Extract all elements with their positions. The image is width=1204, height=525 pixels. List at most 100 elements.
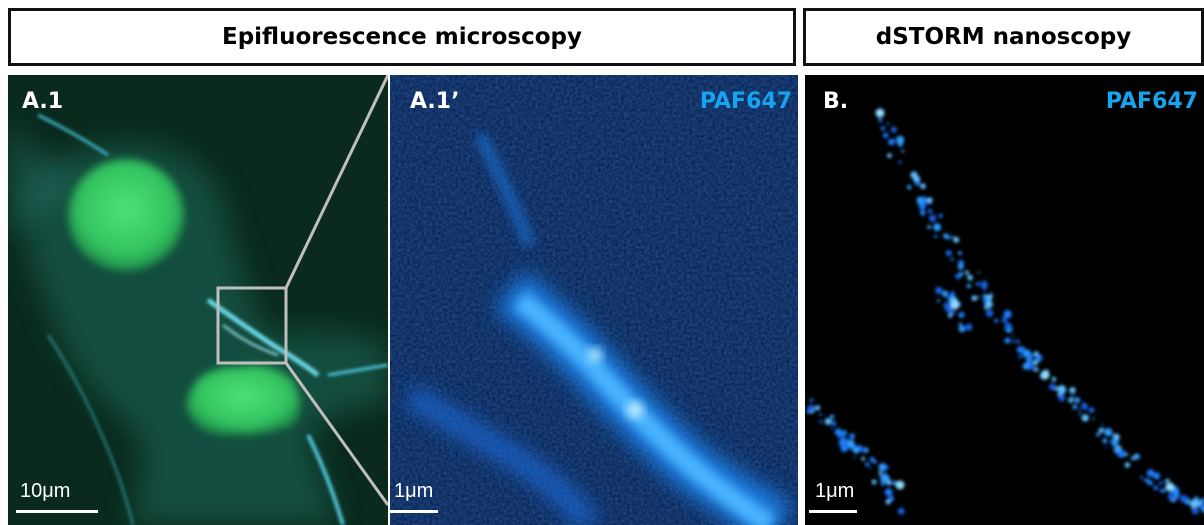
dstorm-bright-cluster — [1040, 370, 1050, 380]
dstorm-localization-point — [885, 465, 890, 470]
dstorm-localization-point — [869, 467, 872, 470]
dstorm-localization-point — [1054, 387, 1059, 391]
dstorm-localization-point — [878, 463, 887, 472]
dstorm-localization-point — [1147, 480, 1153, 486]
dstorm-localization-point — [860, 446, 867, 454]
dstorm-localization-point — [886, 122, 889, 125]
dstorm-localization-point — [1072, 404, 1078, 410]
dstorm-localization-point — [880, 481, 886, 486]
dstorm-localization-point — [884, 488, 893, 497]
dstorm-localization-point — [1165, 478, 1170, 483]
dstorm-localization-point — [1022, 362, 1030, 370]
dstorm-localization-point — [1179, 494, 1188, 503]
a1-prime-scale-bar — [390, 510, 438, 513]
dstorm-localization-point — [891, 139, 895, 144]
dstorm-localization-point — [1032, 359, 1039, 366]
dstorm-localization-point — [1161, 488, 1166, 494]
dstorm-localization-point — [1074, 397, 1081, 404]
dstorm-localization-point — [1159, 481, 1163, 485]
dstorm-localization-point — [890, 126, 897, 133]
dstorm-localization-point — [1051, 376, 1057, 382]
a1-scale-bar — [16, 510, 98, 513]
dstorm-localization-point — [1163, 480, 1166, 484]
b-scale-bar — [809, 510, 857, 513]
dstorm-localization-point — [865, 462, 870, 467]
dstorm-localization-point — [952, 310, 956, 315]
dstorm-localization-point — [897, 507, 905, 515]
dstorm-localization-point — [1102, 438, 1108, 444]
dstorm-localization-point — [820, 414, 823, 417]
dstorm-localization-point — [1088, 407, 1095, 414]
dstorm-localization-point — [1071, 394, 1075, 398]
dstorm-localization-point — [958, 325, 966, 333]
dstorm-localization-point — [1098, 427, 1104, 433]
dstorm-localization-point — [967, 274, 973, 281]
dstorm-header: dSTORM nanoscopy — [803, 8, 1204, 66]
dstorm-localization-point — [887, 153, 892, 158]
dstorm-localization-point — [1068, 397, 1074, 403]
dstorm-localization-point — [878, 118, 883, 123]
dstorm-localization-point — [1004, 322, 1012, 330]
a1-prime-scale-label: 1μm — [394, 480, 434, 502]
dstorm-localization-point — [878, 471, 882, 475]
dstorm-localization-point — [852, 446, 860, 454]
panel-b-label: B. — [823, 89, 849, 114]
dstorm-localization-point — [951, 236, 954, 239]
dstorm-localization-point — [818, 413, 821, 416]
dstorm-localization-point — [830, 427, 833, 430]
dstorm-localization-point — [853, 456, 856, 459]
dstorm-localization-point — [1001, 317, 1008, 324]
panel-a1-prime-zoomed-image: A.1’ PAF647 1μm — [390, 75, 798, 525]
dstorm-localization-point — [938, 213, 943, 218]
panel-b-dstorm-image: B. PAF647 1μm — [805, 75, 1204, 525]
dstorm-bright-cluster — [895, 480, 905, 490]
dstorm-localization-point — [1191, 507, 1199, 515]
dstorm-localization-point — [891, 480, 897, 486]
dstorm-localization-point — [834, 428, 843, 436]
dstorm-localization-point — [861, 456, 866, 461]
dstorm-localization-point — [1057, 385, 1066, 393]
dstorm-bright-cluster — [875, 108, 885, 118]
dstorm-localization-point — [1016, 346, 1024, 354]
dstorm-localization-point — [1078, 408, 1081, 412]
dstorm-localization-point — [935, 286, 943, 295]
dstorm-localization-point — [901, 149, 904, 153]
dstorm-localization-point — [1012, 339, 1016, 343]
dstorm-localization-point — [840, 444, 849, 452]
dstorm-localization-point — [958, 323, 962, 326]
dstorm-localization-point — [849, 433, 856, 440]
dstorm-localization-point — [1027, 352, 1034, 360]
dstorm-localization-point — [994, 318, 999, 323]
dstorm-localization-point — [966, 283, 971, 289]
dstorm-localization-point — [1033, 351, 1039, 357]
dstorm-localization-point — [1113, 433, 1120, 440]
dstorm-localization-point — [1133, 453, 1140, 460]
dstorm-localization-point — [873, 460, 877, 464]
dstorm-localization-point — [1194, 496, 1199, 501]
dstorm-localization-point — [897, 141, 903, 147]
panel-a1-epifluorescence-image: A.1 10μm — [8, 75, 388, 525]
dstorm-localization-point — [941, 290, 949, 298]
dstorm-localization-point — [1201, 506, 1204, 513]
dstorm-localization-point — [1096, 432, 1101, 437]
dstorm-localization-point — [910, 171, 918, 179]
dstorm-localization-point — [958, 311, 965, 318]
dstorm-localization-point — [1081, 414, 1089, 422]
dstorm-localization-point — [943, 233, 949, 239]
dstorm-localization-point — [1104, 446, 1107, 449]
dstorm-localization-point — [1189, 499, 1198, 508]
dstorm-localization-point — [1101, 423, 1104, 426]
dstorm-localization-point — [1124, 462, 1131, 468]
dstorm-localization-point — [920, 183, 926, 189]
epifluorescence-title: Epifluorescence microscopy — [222, 24, 582, 50]
dstorm-localization-point — [985, 309, 994, 317]
dstorm-localization-point — [927, 225, 931, 229]
nucleus-upper — [68, 159, 184, 271]
panel-a1-label: A.1 — [22, 89, 64, 114]
dstorm-localization-point — [1143, 478, 1147, 482]
dstorm-localization-point — [880, 126, 886, 131]
dstorm-localization-point — [985, 300, 993, 309]
a1-prime-channel-label: PAF647 — [699, 89, 792, 114]
dstorm-localization-point — [914, 180, 920, 186]
dstorm-title: dSTORM nanoscopy — [875, 24, 1132, 50]
